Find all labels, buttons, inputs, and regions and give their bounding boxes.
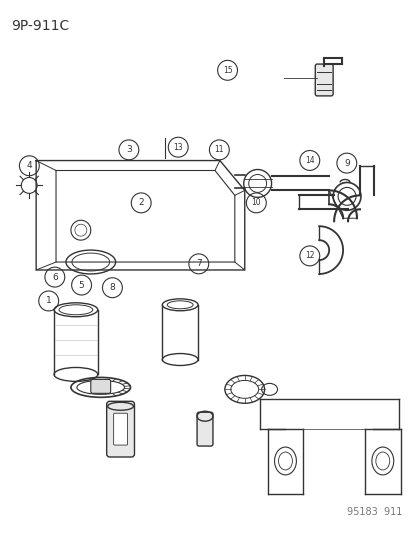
Text: 15: 15 [222, 66, 232, 75]
Text: 9P-911C: 9P-911C [11, 19, 69, 33]
Text: 2: 2 [138, 198, 144, 207]
FancyBboxPatch shape [197, 412, 212, 446]
Text: 11: 11 [214, 146, 223, 155]
Text: 7: 7 [195, 260, 201, 268]
FancyBboxPatch shape [315, 64, 332, 96]
Text: 12: 12 [304, 252, 314, 261]
FancyBboxPatch shape [90, 379, 110, 393]
Text: 3: 3 [126, 146, 131, 155]
Text: 4: 4 [26, 161, 32, 170]
FancyBboxPatch shape [113, 413, 127, 445]
Text: 10: 10 [251, 198, 261, 207]
Text: 9: 9 [343, 159, 349, 167]
Text: 6: 6 [52, 272, 57, 281]
Text: 13: 13 [173, 143, 183, 152]
FancyBboxPatch shape [107, 401, 134, 457]
Text: 1: 1 [46, 296, 52, 305]
Text: 14: 14 [304, 156, 314, 165]
Text: 5: 5 [78, 280, 84, 289]
Text: 8: 8 [109, 283, 115, 292]
Text: 95183  911: 95183 911 [347, 507, 402, 516]
